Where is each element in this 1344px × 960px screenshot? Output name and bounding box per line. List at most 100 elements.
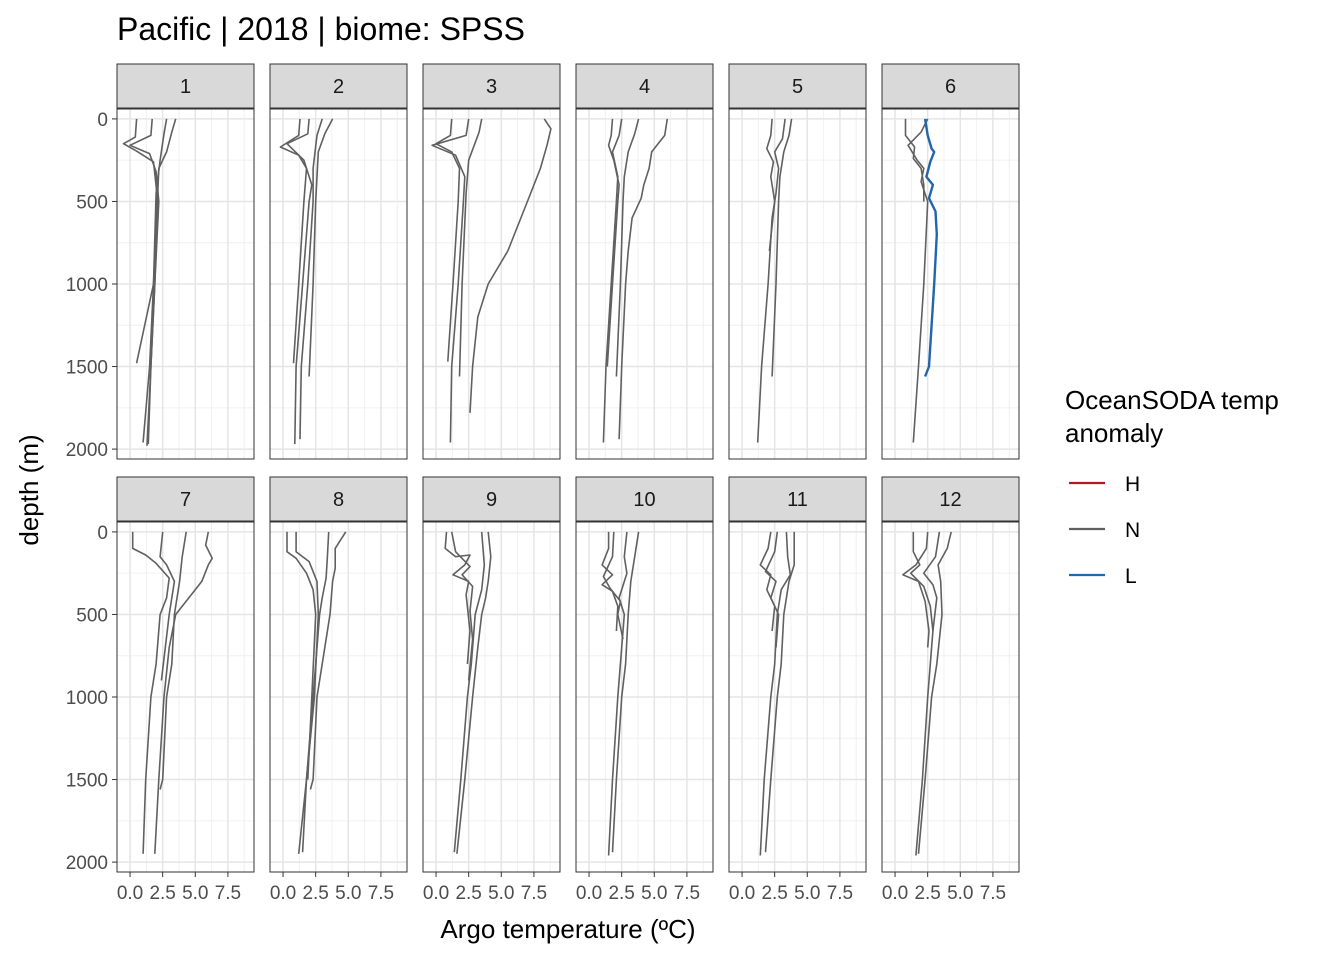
facet-label: 6	[945, 76, 956, 98]
legend-label: L	[1125, 565, 1137, 588]
temperature-profile-line	[308, 118, 334, 377]
panel-border	[728, 108, 867, 460]
x-tick-label: 2.5	[455, 883, 481, 904]
facet-strip	[269, 63, 408, 109]
temperature-profile-line	[129, 118, 160, 446]
facet-panel: 3	[422, 63, 561, 460]
x-tick-label: 0.0	[270, 883, 296, 904]
facet-panel: 11 0.0 2.5 5.0 7.5	[728, 476, 867, 904]
temperature-profile-line	[309, 531, 347, 790]
temperature-profile-line	[606, 118, 620, 367]
y-tick-label: 1500	[66, 358, 108, 379]
legend-title: OceanSODA temp	[1065, 385, 1279, 415]
temperature-profile-line	[122, 118, 159, 364]
facet-panel: 10 0.0 2.5 5.0 7.5	[575, 476, 714, 904]
facet-panel: 7 0 500 1000 1500 2000 0.0 2.5 5.0 7.5	[66, 476, 255, 904]
x-tick-label: 7.5	[827, 883, 853, 904]
temperature-profile-line	[607, 531, 628, 856]
temperature-profile-line	[458, 118, 483, 377]
x-tick-label: 5.0	[641, 883, 667, 904]
temperature-profile-line	[159, 531, 176, 681]
temperature-profile-line	[618, 118, 669, 440]
temperature-profile-line	[131, 531, 170, 854]
facet-strip	[269, 476, 408, 522]
panel-border	[575, 108, 714, 460]
panel-border	[575, 521, 714, 873]
y-tick-label: 500	[76, 192, 108, 213]
x-tick-label: 7.5	[215, 883, 241, 904]
y-tick-label: 1000	[66, 275, 108, 296]
temperature-profile-line	[756, 118, 786, 443]
temperature-profile-line	[765, 118, 776, 252]
facet-panel: 4	[575, 63, 714, 460]
temperature-profile-line	[435, 118, 461, 362]
facet-panel: 9 0.0 2.5 5.0 7.5	[422, 476, 561, 904]
temperature-profile-line	[469, 118, 552, 413]
x-tick-label: 0.0	[576, 883, 602, 904]
temperature-profile-line	[909, 531, 934, 632]
temperature-profile-line	[602, 531, 624, 640]
facet-label: 7	[180, 489, 191, 511]
y-tick-label: 1500	[66, 771, 108, 792]
facet-strip	[575, 63, 714, 109]
temperature-profile-line	[764, 531, 780, 648]
facet-panel: 5	[728, 63, 867, 460]
panel-border	[881, 108, 1020, 460]
temperature-profile-line	[456, 531, 492, 854]
temperature-profile-line	[611, 531, 640, 853]
x-tick-label: 0.0	[882, 883, 908, 904]
facet-label: 11	[787, 489, 808, 511]
facet-panel: 6	[881, 63, 1020, 460]
panel-border	[269, 521, 408, 873]
temperature-profile-line	[279, 118, 308, 364]
facet-label: 2	[333, 76, 344, 98]
y-axis-title: depth (m)	[14, 434, 44, 545]
temperature-profile-line	[154, 531, 213, 854]
facet-strip	[116, 63, 255, 109]
x-tick-label: 5.0	[335, 883, 361, 904]
temperature-profile-line	[904, 118, 925, 202]
panel-border	[269, 108, 408, 460]
facet-strip	[422, 63, 561, 109]
x-tick-label: 2.5	[761, 883, 787, 904]
facet-panel: 2	[269, 63, 408, 460]
temperature-profile-line	[431, 118, 470, 443]
panel-border	[881, 521, 1020, 873]
temperature-profile-line	[902, 531, 930, 648]
x-tick-label: 5.0	[488, 883, 514, 904]
facet-label: 4	[639, 76, 650, 98]
facet-strip	[728, 63, 867, 109]
temperature-profile-line	[602, 118, 623, 443]
facet-strip	[881, 63, 1020, 109]
temperature-profile-line	[450, 531, 474, 681]
facet-strip	[728, 476, 867, 522]
facet-label: 3	[486, 76, 497, 98]
temperature-profile-line	[917, 531, 952, 854]
chart-title: Pacific | 2018 | biome: SPSS	[117, 11, 525, 47]
x-tick-label: 2.5	[914, 883, 940, 904]
facet-label: 1	[180, 76, 191, 98]
y-tick-label: 2000	[66, 440, 108, 461]
y-tick-label: 1000	[66, 688, 108, 709]
x-tick-label: 5.0	[947, 883, 973, 904]
x-tick-label: 5.0	[794, 883, 820, 904]
facet-panel: 8 0.0 2.5 5.0 7.5	[269, 476, 408, 904]
facet-strip	[116, 476, 255, 522]
facet-label: 9	[486, 489, 497, 511]
legend-label: H	[1125, 473, 1140, 496]
legend-title: anomaly	[1065, 418, 1163, 448]
temperature-profile-line	[923, 118, 938, 377]
temperature-profile-line	[601, 531, 619, 632]
facet-strip	[422, 476, 561, 522]
temperature-profile-line	[615, 118, 640, 377]
facet-strip	[881, 476, 1020, 522]
temperature-profile-line	[444, 531, 471, 665]
x-tick-label: 2.5	[608, 883, 634, 904]
y-tick-label: 0	[97, 110, 108, 131]
x-tick-label: 7.5	[368, 883, 394, 904]
x-axis-title: Argo temperature (ºC)	[440, 914, 695, 944]
facet-label: 5	[792, 76, 803, 98]
x-tick-label: 0.0	[117, 883, 143, 904]
